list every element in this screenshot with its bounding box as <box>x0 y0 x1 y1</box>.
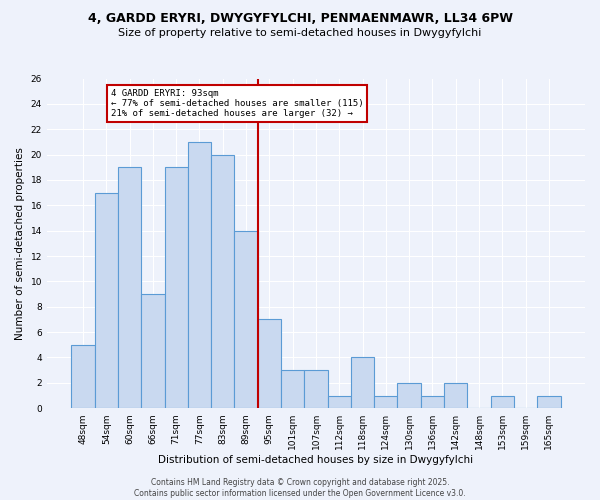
Bar <box>211 154 235 408</box>
Bar <box>537 396 560 408</box>
Bar <box>118 168 141 408</box>
Bar <box>164 168 188 408</box>
Bar <box>397 383 421 408</box>
Bar <box>328 396 351 408</box>
Bar <box>304 370 328 408</box>
X-axis label: Distribution of semi-detached houses by size in Dwygyfylchi: Distribution of semi-detached houses by … <box>158 455 473 465</box>
Text: 4 GARDD ERYRI: 93sqm
← 77% of semi-detached houses are smaller (115)
21% of semi: 4 GARDD ERYRI: 93sqm ← 77% of semi-detac… <box>111 88 364 118</box>
Text: Size of property relative to semi-detached houses in Dwygyfylchi: Size of property relative to semi-detach… <box>118 28 482 38</box>
Bar <box>258 320 281 408</box>
Text: 4, GARDD ERYRI, DWYGYFYLCHI, PENMAENMAWR, LL34 6PW: 4, GARDD ERYRI, DWYGYFYLCHI, PENMAENMAWR… <box>88 12 512 26</box>
Bar <box>281 370 304 408</box>
Bar <box>374 396 397 408</box>
Bar <box>491 396 514 408</box>
Bar <box>141 294 164 408</box>
Bar <box>351 358 374 408</box>
Bar <box>444 383 467 408</box>
Y-axis label: Number of semi-detached properties: Number of semi-detached properties <box>15 147 25 340</box>
Bar <box>71 345 95 408</box>
Bar <box>188 142 211 408</box>
Bar <box>95 192 118 408</box>
Bar <box>421 396 444 408</box>
Text: Contains HM Land Registry data © Crown copyright and database right 2025.
Contai: Contains HM Land Registry data © Crown c… <box>134 478 466 498</box>
Bar <box>235 230 258 408</box>
